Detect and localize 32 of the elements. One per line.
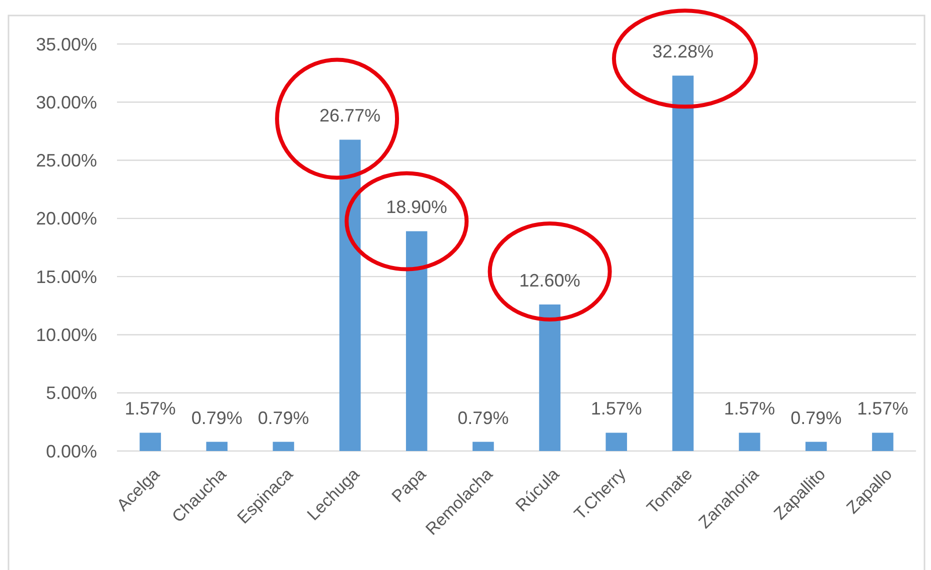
bar [472, 442, 494, 451]
data-label: 12.60% [519, 270, 580, 290]
y-tick-label: 0.00% [46, 441, 97, 462]
data-label: 32.28% [652, 42, 714, 62]
bar [206, 442, 228, 451]
data-label: 1.57% [124, 398, 176, 419]
y-tick-label: 15.00% [36, 266, 97, 287]
data-label: 1.57% [590, 398, 642, 419]
bar [606, 432, 628, 451]
y-tick-label: 5.00% [46, 383, 97, 404]
bar [738, 432, 760, 451]
data-label: 18.90% [386, 197, 448, 218]
data-label: 1.57% [724, 398, 776, 419]
y-tick-label: 25.00% [36, 150, 97, 171]
bar [272, 442, 294, 451]
data-label: 0.79% [458, 408, 509, 428]
data-label: 0.79% [790, 408, 842, 428]
data-label: 26.77% [320, 106, 381, 126]
data-label: 0.79% [191, 408, 242, 428]
y-tick-label: 30.00% [36, 92, 97, 112]
y-tick-label: 35.00% [36, 34, 97, 54]
y-tick-label: 20.00% [36, 208, 97, 229]
bar [406, 231, 428, 451]
bar [140, 432, 161, 451]
bar [339, 140, 361, 451]
bar [872, 432, 894, 451]
data-label: 0.79% [258, 408, 309, 428]
data-label: 1.57% [857, 398, 908, 419]
bar [805, 442, 827, 451]
bar [672, 76, 694, 451]
y-tick-label: 10.00% [36, 325, 97, 346]
bar [539, 304, 560, 451]
